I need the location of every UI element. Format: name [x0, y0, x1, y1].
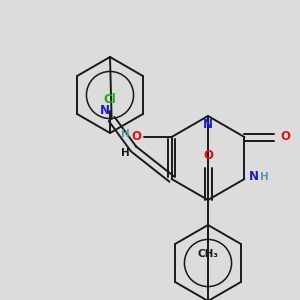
- Text: O: O: [132, 130, 142, 143]
- Text: H: H: [260, 172, 269, 182]
- Text: H: H: [121, 148, 130, 158]
- Text: H: H: [121, 129, 130, 139]
- Text: O: O: [203, 149, 213, 162]
- Text: N: N: [249, 170, 260, 184]
- Text: Cl: Cl: [103, 93, 116, 106]
- Text: N: N: [100, 104, 110, 117]
- Text: N: N: [203, 118, 213, 131]
- Text: CH₃: CH₃: [197, 249, 218, 259]
- Text: O: O: [280, 130, 290, 143]
